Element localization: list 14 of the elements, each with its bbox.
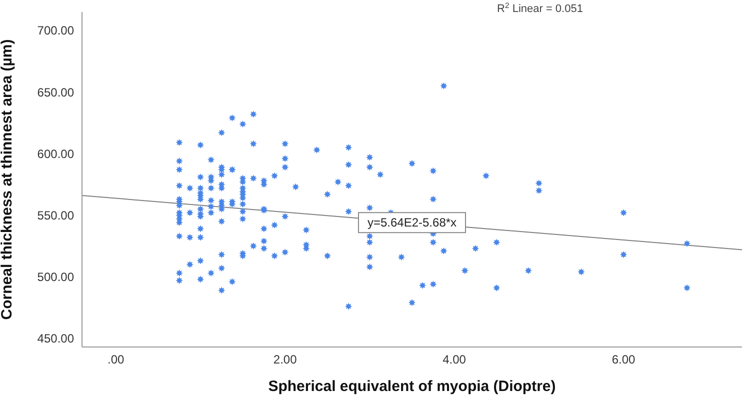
y-tick-label: 500.00 [37,270,74,284]
y-tick-label: 550.00 [37,208,74,222]
annotation: y=5.64E2-5.68*x [367,216,457,230]
x-tick-label: 6.00 [612,352,636,367]
x-tick-label: 4.00 [442,352,466,367]
y-tick-label: 650.00 [37,85,74,100]
y-tick-label: 600.00 [37,146,74,161]
annotation: R$^{2}$ Linear = 0.051 [497,0,583,15]
y-axis-title: Corneal thickness at thinnest area (µm) [0,39,16,320]
x-axis-title: Spherical equivalent of myopia (Dioptre) [268,378,556,395]
x-tick-label: .00 [108,352,125,367]
y-tick-label: 450.00 [37,332,74,346]
x-tick-label: 2.00 [273,352,298,367]
y-tick-label: 700.00 [37,24,74,38]
